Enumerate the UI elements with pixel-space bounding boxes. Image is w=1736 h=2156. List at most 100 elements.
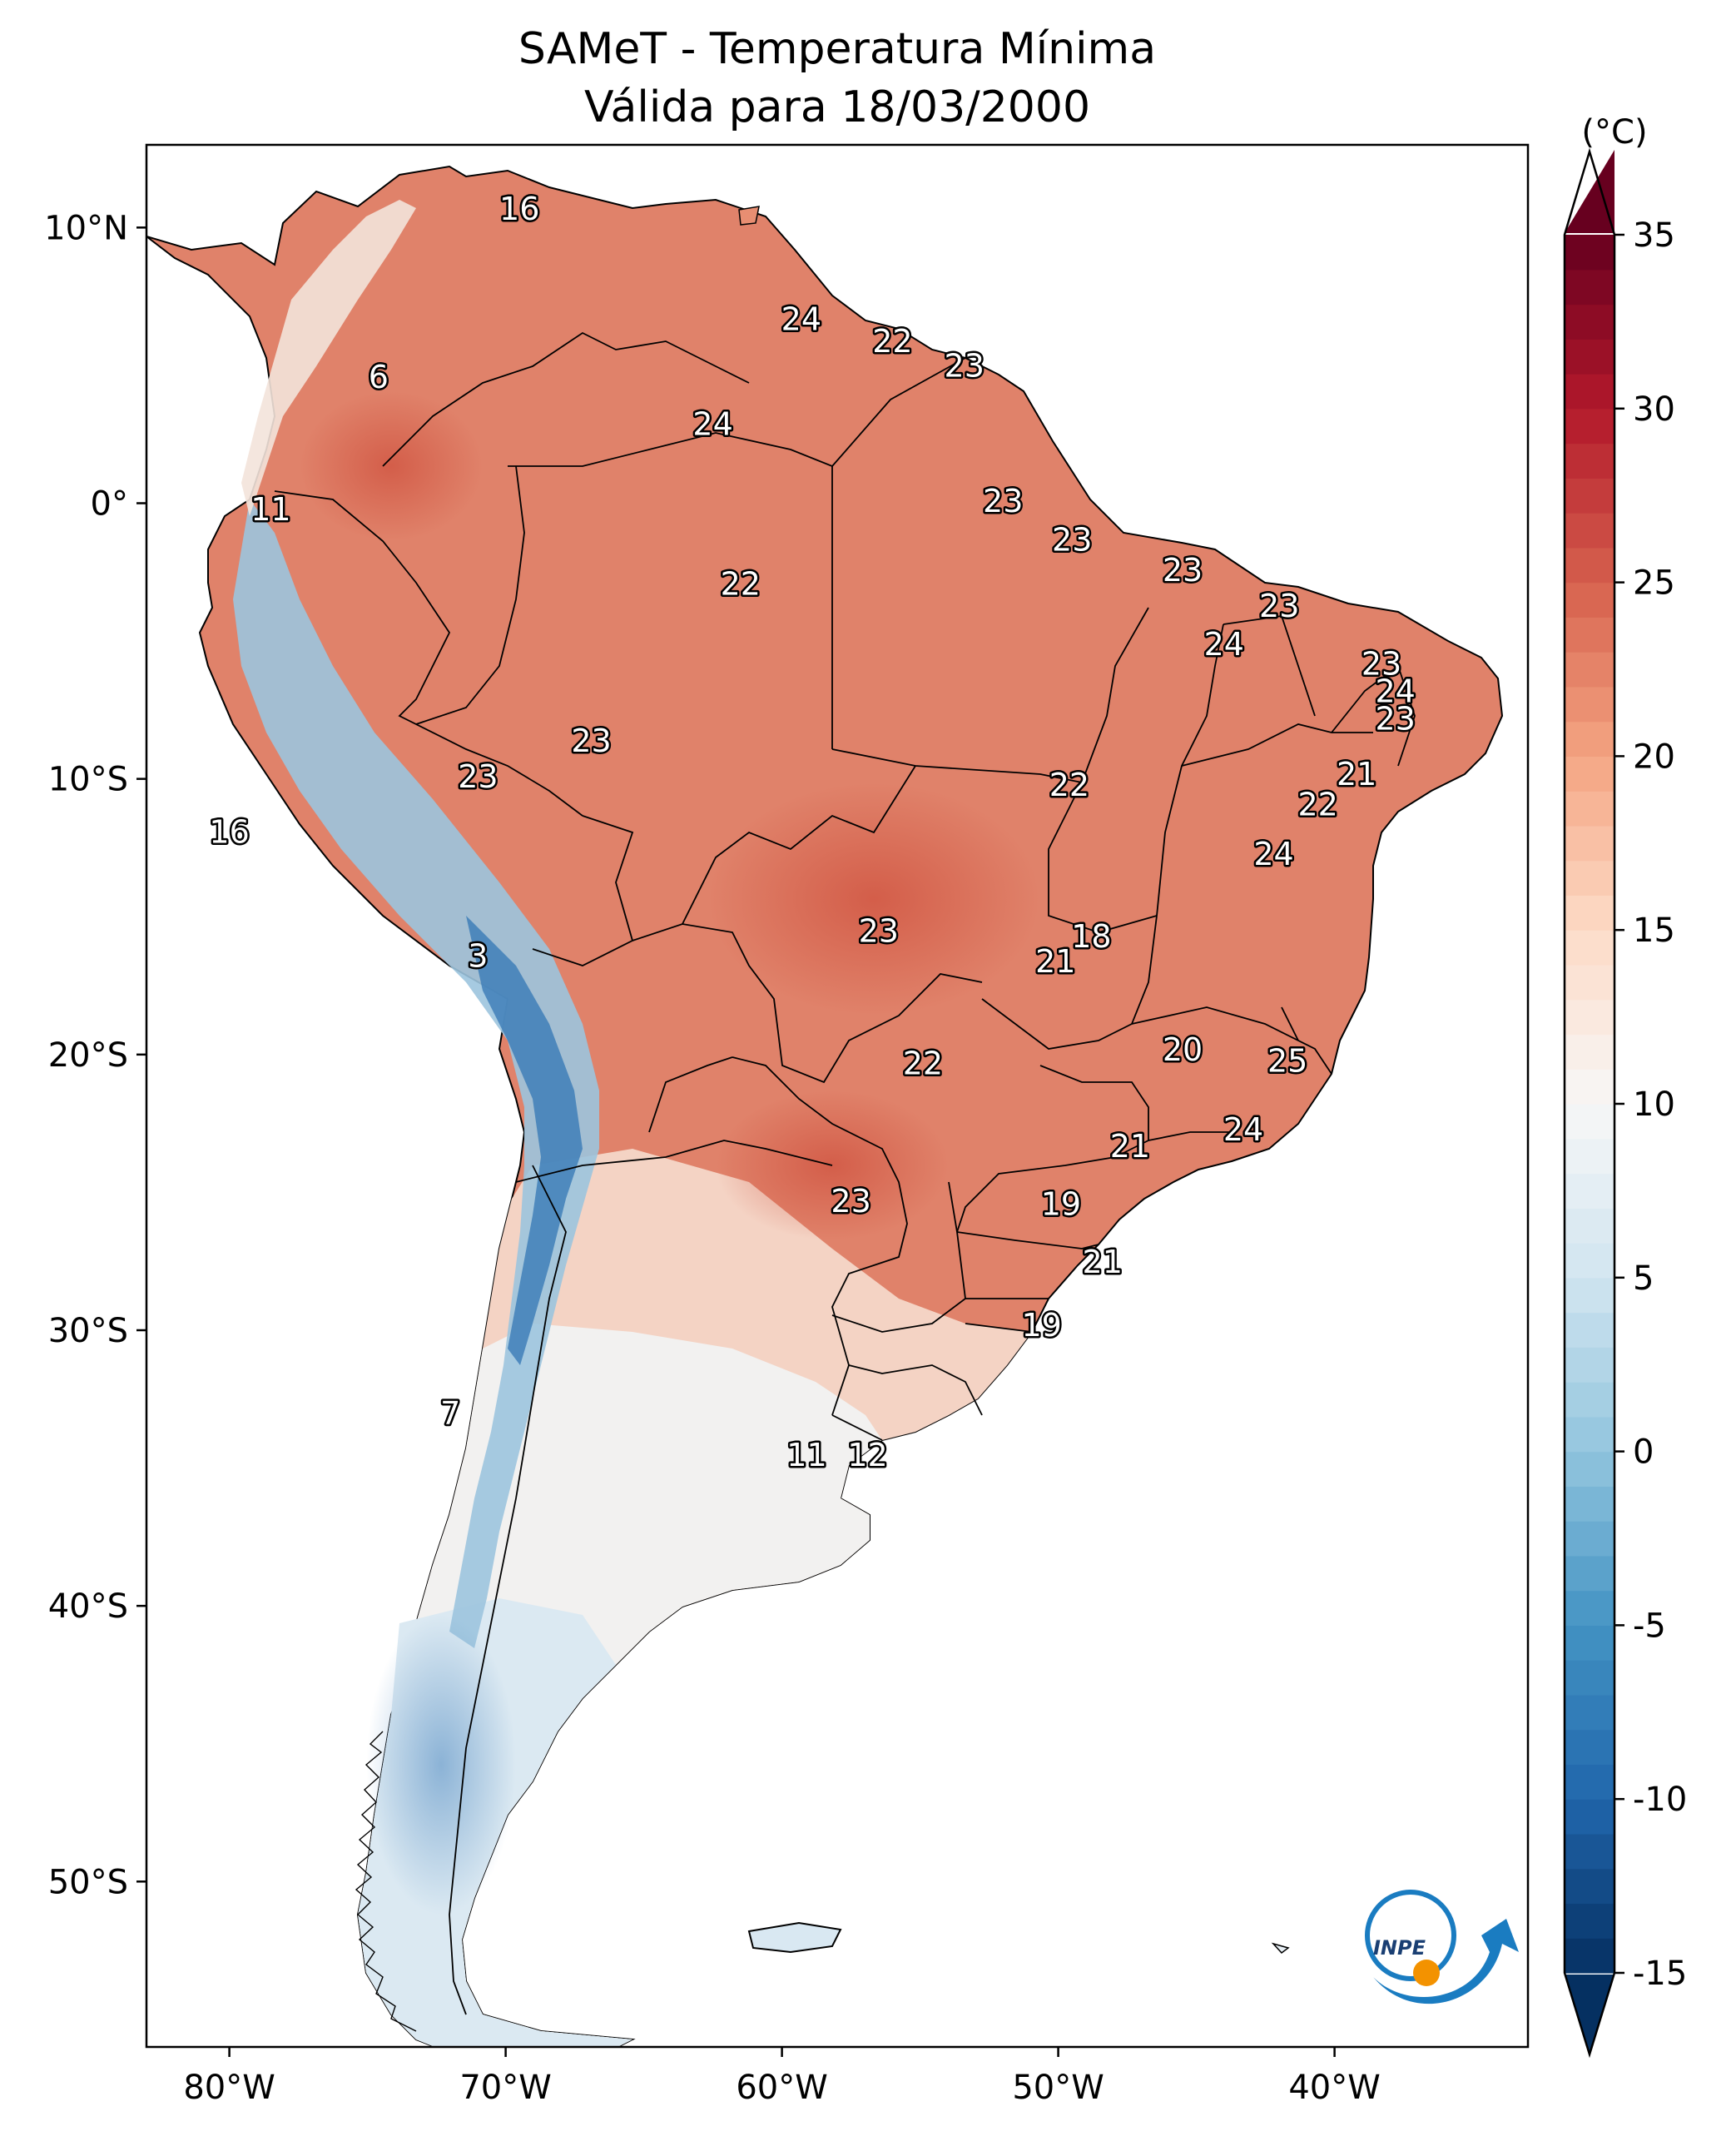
temperature-value-label: 24 <box>692 405 732 442</box>
temperature-value-label: 11 <box>786 1437 826 1473</box>
colorbar-band <box>1565 1034 1614 1070</box>
colorbar: (°C) 35 30 25 20 15 10 5 0 -5 -10 -15 <box>1563 113 1687 2059</box>
amazon-warm-core <box>300 391 483 541</box>
temperature-value-label: 19 <box>1022 1307 1062 1344</box>
colorbar-tick-label: 20 <box>1633 738 1675 776</box>
temperature-value-label: 22 <box>1298 786 1338 822</box>
northern-andes-cool <box>241 200 416 516</box>
temperature-value-label: 21 <box>1337 756 1376 792</box>
colorbar-band <box>1565 1486 1614 1522</box>
colorbar-tick-label: -15 <box>1633 1955 1687 1993</box>
political-borders <box>274 331 1416 2015</box>
temperature-value-label: 22 <box>721 565 761 602</box>
colorbar-tick-label: -5 <box>1633 1607 1666 1645</box>
colorbar-band <box>1565 999 1614 1036</box>
lat-tick-label: 30°S <box>48 1312 128 1350</box>
latitude-axis: 10°N 0° 10°S 20°S 30°S 40°S 50°S <box>44 209 146 1901</box>
colorbar-band <box>1565 1277 1614 1314</box>
colorbar-band <box>1565 374 1614 410</box>
colorbar-band <box>1565 895 1614 931</box>
lon-tick-label: 50°W <box>1012 2069 1104 2107</box>
colorbar-band <box>1565 1243 1614 1279</box>
temperature-value-label: 24 <box>1204 626 1244 663</box>
colorbar-tick-label: 25 <box>1633 564 1675 603</box>
cerrado-warm-core <box>707 782 1040 1016</box>
temperature-labels: 1661122242422232323232324232423212224222… <box>207 188 1417 1475</box>
colorbar-band <box>1565 1173 1614 1209</box>
colorbar-band <box>1565 1868 1614 1905</box>
colorbar-band <box>1565 1104 1614 1140</box>
colorbar-band <box>1565 1625 1614 1661</box>
colorbar-band <box>1565 1660 1614 1696</box>
lat-tick-label: 50°S <box>48 1863 128 1901</box>
temperature-value-label: 23 <box>458 758 498 795</box>
colorbar-band <box>1565 1521 1614 1557</box>
colorbar-band <box>1565 1069 1614 1105</box>
temperature-value-label: 21 <box>1083 1244 1123 1280</box>
colorbar-band <box>1565 582 1614 618</box>
colorbar-tick-label: 5 <box>1633 1259 1654 1298</box>
colorbar-band <box>1565 721 1614 757</box>
caribbean-island <box>738 206 760 226</box>
lat-tick-label: 0° <box>91 485 128 524</box>
colorbar-band <box>1565 547 1614 584</box>
colorbar-tick-label: 15 <box>1633 912 1675 950</box>
south-georgia <box>1271 1942 1290 1955</box>
colorbar-band <box>1565 791 1614 827</box>
lon-tick-label: 60°W <box>736 2069 827 2107</box>
temperature-value-label: 23 <box>1163 552 1203 589</box>
colorbar-band <box>1565 825 1614 862</box>
temperature-value-label: 23 <box>859 913 899 950</box>
temperature-value-label: 23 <box>1052 521 1092 558</box>
temperature-value-label: 24 <box>1253 836 1293 872</box>
colorbar-band <box>1565 652 1614 688</box>
temperature-value-label: 22 <box>872 323 912 360</box>
temperature-value-label: 19 <box>1041 1185 1081 1222</box>
colorbar-band <box>1565 1416 1614 1453</box>
temperature-value-label: 23 <box>1375 701 1415 738</box>
lon-tick-label: 40°W <box>1288 2069 1380 2107</box>
logo-swoosh <box>1373 1919 1519 2004</box>
colorbar-band <box>1565 513 1614 549</box>
lon-tick-label: 80°W <box>183 2069 275 2107</box>
colorbar-band <box>1565 1729 1614 1766</box>
colorbar-band <box>1565 686 1614 723</box>
colorbar-bands <box>1565 235 1614 1974</box>
colorbar-band <box>1565 235 1614 271</box>
colorbar-unit-label: (°C) <box>1581 113 1647 152</box>
colorbar-band <box>1565 1451 1614 1487</box>
temperature-field <box>146 165 1504 2047</box>
inpe-logo: INPE <box>1365 1890 1519 2004</box>
title-line-2: Válida para 18/03/2000 <box>584 82 1090 132</box>
temperature-value-label: 6 <box>369 359 389 395</box>
colorbar-band <box>1565 930 1614 966</box>
temperature-value-label: 23 <box>983 483 1023 519</box>
colorbar-ticks: 35 30 25 20 15 10 5 0 -5 -10 -15 <box>1614 216 1687 1993</box>
colorbar-band <box>1565 964 1614 1001</box>
colorbar-band <box>1565 1903 1614 1939</box>
colorbar-band <box>1565 1833 1614 1870</box>
temperature-value-label: 12 <box>847 1437 887 1473</box>
title-line-1: SAMeT - Temperatura Mínima <box>518 24 1156 74</box>
colorbar-tick-label: 10 <box>1633 1085 1675 1124</box>
temperature-value-label: 11 <box>250 491 290 528</box>
colorbar-band <box>1565 1938 1614 1974</box>
colorbar-band <box>1565 1799 1614 1835</box>
colorbar-band <box>1565 1764 1614 1800</box>
colorbar-band <box>1565 1555 1614 1592</box>
temperature-value-label: 20 <box>1163 1031 1203 1068</box>
colorbar-band <box>1565 756 1614 792</box>
colorbar-max-extend <box>1565 150 1614 233</box>
map-panel: 1661122242422232323232324232423212224222… <box>146 165 1504 2047</box>
colorbar-band <box>1565 1347 1614 1383</box>
lat-tick-label: 40°S <box>48 1587 128 1626</box>
logo-text: INPE <box>1373 1936 1426 1960</box>
temperature-value-label: 16 <box>499 191 539 227</box>
temperature-value-label: 24 <box>1223 1111 1263 1148</box>
temperature-value-label: 16 <box>209 813 249 850</box>
colorbar-band <box>1565 1138 1614 1175</box>
temperature-value-label: 21 <box>1035 943 1075 980</box>
logo-ring <box>1365 1890 1456 1981</box>
